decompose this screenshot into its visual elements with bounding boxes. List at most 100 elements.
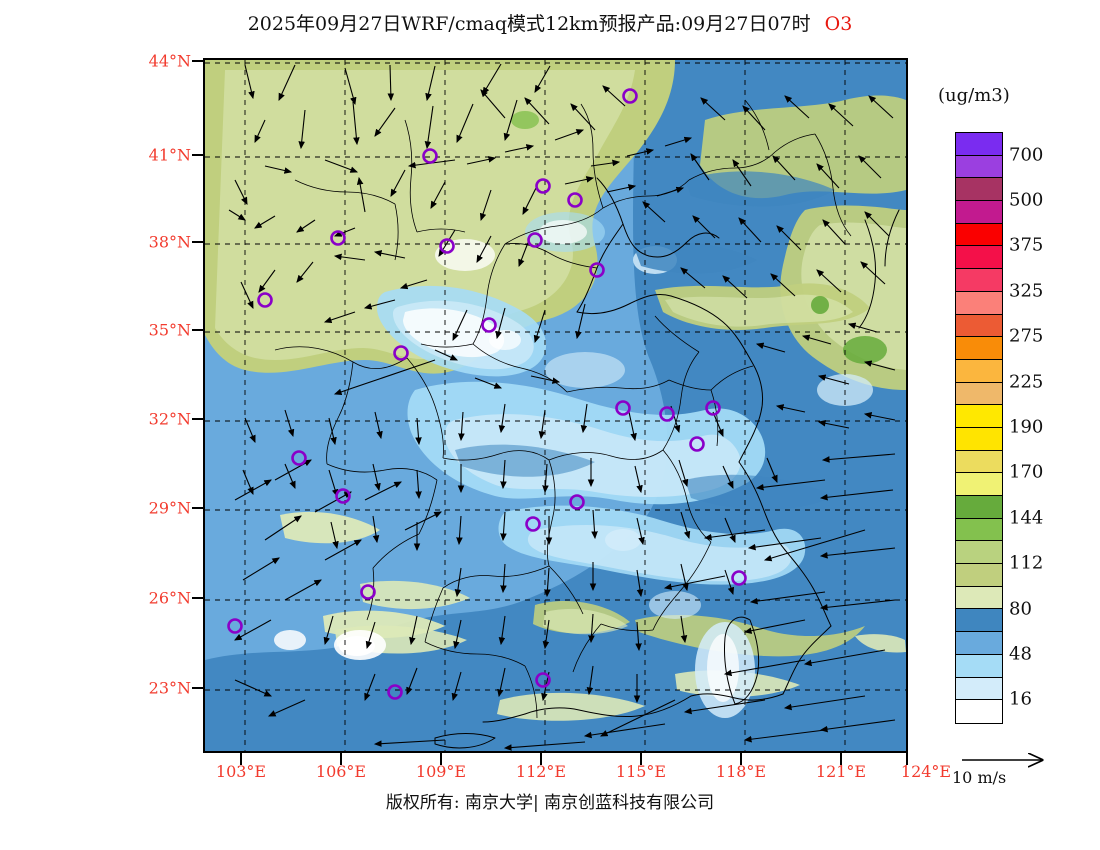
colorbar-tick-label: 500 bbox=[1009, 189, 1044, 211]
station-marker[interactable] bbox=[330, 230, 346, 246]
wind-vectors bbox=[228, 63, 896, 751]
lon-label-121e: 121°E bbox=[815, 762, 867, 781]
ozone-concentration-field bbox=[205, 60, 906, 751]
colorbar-cell bbox=[956, 359, 1002, 383]
colorbar[interactable] bbox=[955, 132, 1003, 724]
colorbar-cell bbox=[956, 450, 1002, 474]
station-marker[interactable] bbox=[439, 238, 455, 254]
station-marker[interactable] bbox=[335, 488, 351, 504]
lon-label-103e: 103°E bbox=[215, 762, 267, 781]
lon-tick-103e bbox=[240, 753, 242, 765]
lat-tick-44n bbox=[192, 60, 204, 62]
lon-label-106e: 106°E bbox=[315, 762, 367, 781]
colorbar-cell bbox=[956, 133, 1002, 156]
station-marker[interactable] bbox=[567, 192, 583, 208]
station-marker[interactable] bbox=[689, 436, 705, 452]
lon-tick-124e bbox=[906, 753, 908, 765]
colorbar-cell bbox=[956, 586, 1002, 610]
lon-label-115e: 115°E bbox=[615, 762, 667, 781]
lat-label-38n: 38°N bbox=[148, 232, 191, 252]
lat-label-35n: 35°N bbox=[148, 320, 191, 340]
copyright-notice: 版权所有: 南京大学| 南京创蓝科技有限公司 bbox=[385, 793, 715, 813]
colorbar-cell bbox=[956, 405, 1002, 428]
wind-arrow-icon bbox=[962, 752, 1080, 772]
lat-tick-23n bbox=[192, 687, 204, 689]
lat-tick-29n bbox=[192, 507, 204, 509]
station-marker[interactable] bbox=[622, 88, 638, 104]
colorbar-cell bbox=[956, 291, 1002, 315]
title-text: 2025年09月27日WRF/cmaq模式12km预报产品:09月27日07时 bbox=[247, 13, 811, 35]
colorbar-tick-label: 190 bbox=[1009, 416, 1044, 438]
colorbar-tick-label: 275 bbox=[1009, 325, 1044, 347]
colorbar-cell bbox=[956, 473, 1002, 496]
colorbar-tick-label: 48 bbox=[1009, 643, 1032, 665]
lon-label-118e: 118°E bbox=[715, 762, 767, 781]
lon-tick-106e bbox=[340, 753, 342, 765]
station-marker[interactable] bbox=[569, 494, 585, 510]
lon-tick-115e bbox=[640, 753, 642, 765]
colorbar-tick-label: 16 bbox=[1009, 688, 1032, 710]
station-marker[interactable] bbox=[257, 292, 273, 308]
colorbar-tick-label: 112 bbox=[1009, 552, 1044, 574]
station-marker[interactable] bbox=[525, 516, 541, 532]
colorbar-cell bbox=[956, 269, 1002, 292]
station-marker[interactable] bbox=[589, 262, 605, 278]
lat-label-29n: 29°N bbox=[148, 498, 191, 518]
station-marker[interactable] bbox=[731, 570, 747, 586]
station-marker[interactable] bbox=[227, 618, 243, 634]
lon-tick-112e bbox=[540, 753, 542, 765]
colorbar-cell bbox=[956, 314, 1002, 338]
lon-label-124e: 124°E bbox=[900, 762, 952, 781]
colorbar-cell bbox=[956, 427, 1002, 451]
lat-label-32n: 32°N bbox=[148, 409, 191, 429]
colorbar-tick-label: 225 bbox=[1009, 371, 1044, 393]
lat-tick-35n bbox=[192, 329, 204, 331]
colorbar-cell bbox=[956, 654, 1002, 678]
colorbar-cell bbox=[956, 382, 1002, 406]
colorbar-cell bbox=[956, 178, 1002, 202]
lat-tick-26n bbox=[192, 597, 204, 599]
colorbar-cell bbox=[956, 155, 1002, 179]
station-marker[interactable] bbox=[393, 345, 409, 361]
lat-tick-41n bbox=[192, 154, 204, 156]
lon-tick-121e bbox=[840, 753, 842, 765]
map-plot-area[interactable] bbox=[203, 58, 908, 753]
station-marker[interactable] bbox=[527, 232, 543, 248]
colorbar-cell bbox=[956, 541, 1002, 565]
station-marker[interactable] bbox=[659, 406, 675, 422]
colorbar-cell bbox=[956, 677, 1002, 701]
colorbar-cell bbox=[956, 337, 1002, 360]
colorbar-tick-label: 144 bbox=[1009, 507, 1044, 529]
lat-label-26n: 26°N bbox=[148, 588, 191, 608]
wind-scale-label: 10 m/s bbox=[952, 768, 1007, 787]
colorbar-tick-label: 80 bbox=[1009, 598, 1032, 620]
colorbar-cell bbox=[956, 223, 1002, 247]
colorbar-tick-label: 170 bbox=[1009, 461, 1044, 483]
colorbar-cell bbox=[956, 564, 1002, 587]
variable-label: O3 bbox=[824, 13, 853, 35]
colorbar-tick-label: 700 bbox=[1009, 144, 1044, 166]
station-marker[interactable] bbox=[291, 450, 307, 466]
station-marker[interactable] bbox=[535, 178, 551, 194]
station-marker[interactable] bbox=[387, 684, 403, 700]
colorbar-cell bbox=[956, 632, 1002, 655]
station-marker[interactable] bbox=[705, 400, 721, 416]
lon-label-112e: 112°E bbox=[515, 762, 567, 781]
lon-tick-109e bbox=[440, 753, 442, 765]
station-marker[interactable] bbox=[535, 672, 551, 688]
lon-tick-118e bbox=[740, 753, 742, 765]
station-marker[interactable] bbox=[615, 400, 631, 416]
station-markers bbox=[227, 88, 747, 700]
station-marker[interactable] bbox=[360, 584, 376, 600]
colorbar-units: (ug/m3) bbox=[938, 85, 1010, 106]
lat-label-41n: 41°N bbox=[148, 145, 191, 165]
page-title: 2025年09月27日WRF/cmaq模式12km预报产品:09月27日07时 O… bbox=[0, 9, 1100, 36]
station-marker[interactable] bbox=[422, 148, 438, 164]
colorbar-cell bbox=[956, 496, 1002, 519]
colorbar-cell bbox=[956, 609, 1002, 633]
lat-label-23n: 23°N bbox=[148, 678, 191, 698]
station-marker[interactable] bbox=[481, 317, 497, 333]
map-canvas bbox=[205, 60, 906, 751]
lat-label-44n: 44°N bbox=[148, 51, 191, 71]
